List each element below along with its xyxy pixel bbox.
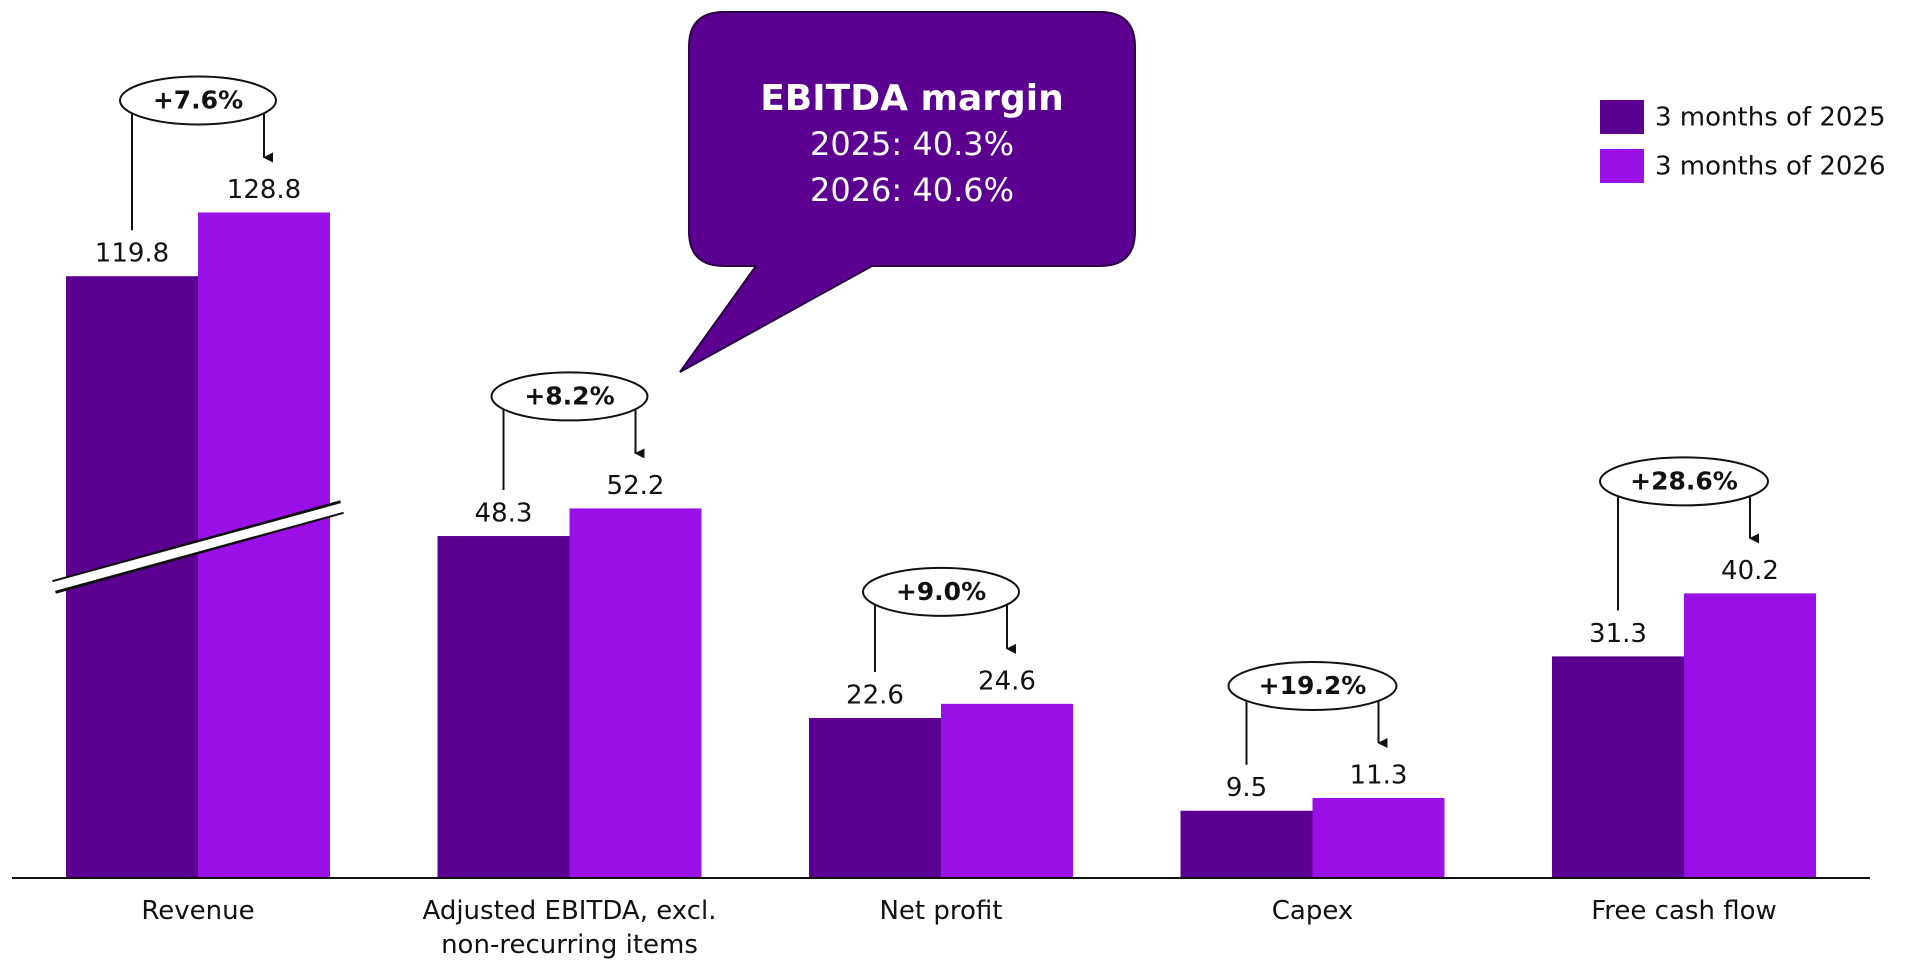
change-label: +9.0% <box>896 577 986 606</box>
x-tick-label: Revenue <box>141 896 255 926</box>
legend-label: 3 months of 2026 <box>1655 152 1886 182</box>
bar <box>1312 797 1445 878</box>
bar <box>1684 593 1816 878</box>
change-bubble <box>862 566 1020 617</box>
value-label: 11.3 <box>1350 760 1408 790</box>
axis-break <box>50 502 346 592</box>
callout-line: 2026: 40.6% <box>810 171 1014 209</box>
change-bubble <box>490 371 649 422</box>
value-label: 128.8 <box>227 175 301 205</box>
legend-swatch <box>1600 149 1644 183</box>
callout <box>679 11 1136 373</box>
change-label: +7.6% <box>153 85 243 114</box>
legend-swatch <box>1600 100 1644 134</box>
x-tick-label: Net profit <box>879 896 1003 926</box>
value-label: 48.3 <box>475 499 533 529</box>
x-tick-label: Capex <box>1271 896 1354 926</box>
bar <box>437 536 570 878</box>
callout-title: EBITDA margin <box>760 78 1064 119</box>
value-label: 24.6 <box>978 666 1036 696</box>
callout-line: 2025: 40.3% <box>810 125 1014 163</box>
value-label: 22.6 <box>846 680 904 710</box>
change-label: +19.2% <box>1259 671 1367 700</box>
value-label: 9.5 <box>1226 773 1267 803</box>
bar <box>809 717 941 878</box>
x-tick-label: Free cash flow <box>1591 896 1777 926</box>
change-label: +28.6% <box>1630 466 1738 495</box>
change-bubble <box>1227 660 1398 711</box>
value-label: 40.2 <box>1721 556 1779 586</box>
change-bubble <box>1599 456 1769 507</box>
bar <box>941 703 1073 878</box>
change-bubble <box>119 75 277 126</box>
x-tick-label: Adjusted EBITDA, excl. non-recurring ite… <box>422 896 717 960</box>
change-label: +8.2% <box>524 381 614 410</box>
bar <box>1552 656 1684 878</box>
value-label: 31.3 <box>1589 619 1647 649</box>
bar <box>569 508 702 878</box>
bar <box>1180 810 1313 878</box>
value-label: 52.2 <box>607 471 665 501</box>
value-label: 119.8 <box>95 239 169 269</box>
legend-label: 3 months of 2025 <box>1655 103 1886 133</box>
